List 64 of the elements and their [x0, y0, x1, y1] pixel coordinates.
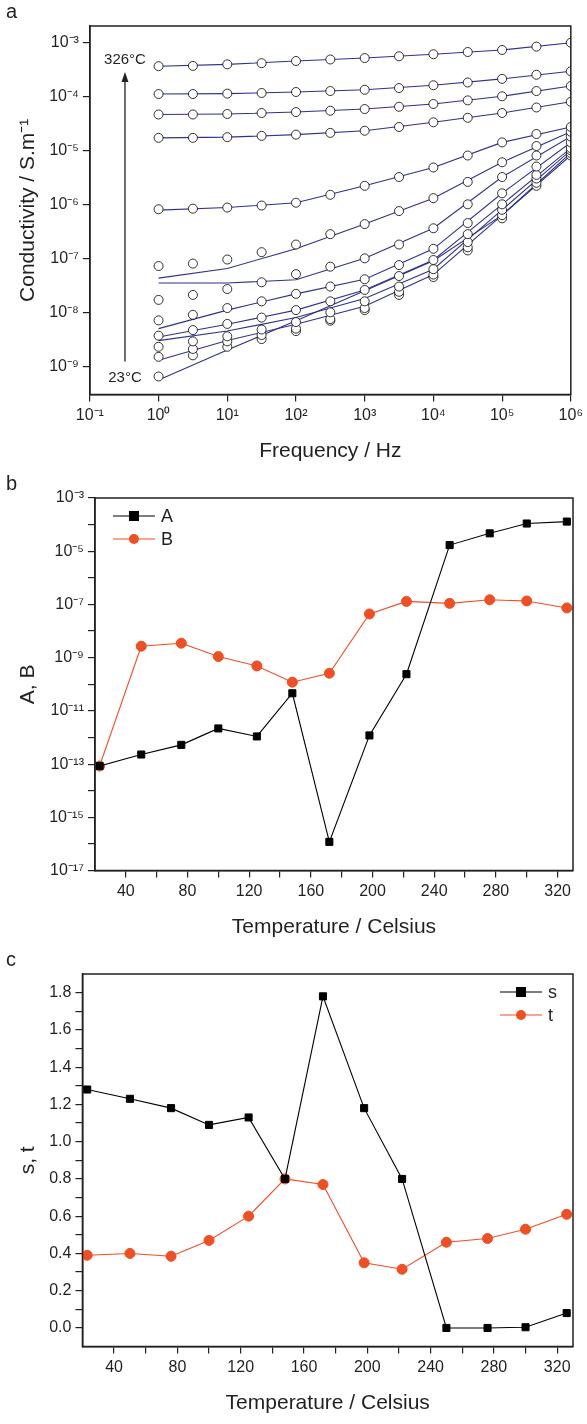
y-axis-title: Conductivity / S.m⁻¹ [15, 118, 39, 302]
x-tick-label: 10⁴ [421, 405, 446, 423]
x-tick-label: 120 [235, 881, 263, 899]
x-tick-label: 10⁵ [489, 405, 515, 423]
x-tick-label: 280 [482, 881, 510, 899]
x-tick-label: 10⁰ [146, 405, 171, 423]
x-tick-label: 120 [227, 1357, 255, 1375]
x-tick-label: 80 [178, 881, 197, 899]
y-tick-label: 1.0 [49, 1132, 72, 1150]
y-tick-label: 1.6 [49, 1020, 72, 1038]
y-tick-label: 0.4 [49, 1243, 72, 1261]
y-tick-label: 10⁻⁵ [49, 140, 79, 158]
y-tick-label: 10⁻¹⁵ [49, 807, 84, 825]
x-tick-label: 240 [420, 881, 448, 899]
y-tick-label: 10⁻³ [50, 32, 80, 50]
chart-title: a [6, 0, 18, 22]
y-axis-title: A, B [15, 664, 39, 705]
x-tick-label: 240 [417, 1357, 445, 1375]
x-axis-title: Temperature / Celsius [231, 914, 437, 938]
x-tick-label: 80 [168, 1357, 187, 1375]
legend-label: t [548, 1004, 554, 1025]
x-tick-label: 40 [105, 1357, 124, 1375]
y-tick-label: 1.2 [49, 1094, 72, 1112]
x-tick-label: 10³ [353, 405, 377, 423]
x-tick-label: 320 [544, 881, 572, 899]
x-tick-label: 160 [297, 881, 325, 899]
x-tick-label: 10² [284, 405, 309, 423]
chart-title: b [6, 471, 18, 494]
x-tick-label: 160 [290, 1357, 318, 1375]
legend-label: A [160, 505, 173, 526]
y-tick-label: 10⁻¹⁷ [50, 861, 85, 879]
x-tick-label: 280 [480, 1357, 508, 1375]
y-tick-label: 10⁻⁷ [55, 594, 85, 612]
y-tick-label: 0.6 [49, 1206, 72, 1224]
chart-title: c [6, 947, 16, 970]
x-tick-label: 320 [543, 1357, 571, 1375]
annotation: 326°C [104, 50, 147, 68]
y-tick-label: 10⁻³ [55, 488, 85, 506]
x-tick-label: 40 [116, 881, 135, 899]
y-tick-label: 1.4 [49, 1057, 72, 1075]
y-tick-label: 0.2 [49, 1281, 72, 1299]
y-tick-label: 1.8 [49, 983, 72, 1001]
x-tick-label: 200 [353, 1357, 381, 1375]
y-tick-label: 10⁻⁸ [49, 302, 79, 320]
legend-label: s [548, 981, 557, 1002]
y-tick-label: 10⁻⁹ [49, 356, 79, 374]
y-tick-label: 10⁻⁷ [50, 248, 80, 266]
x-axis-title: Frequency / Hz [259, 438, 402, 462]
legend-label: B [160, 528, 173, 549]
x-tick-label: 10⁶ [558, 405, 583, 423]
y-axis-title: s, t [15, 1146, 39, 1175]
y-tick-label: 10⁻⁶ [49, 194, 79, 212]
annotation: 23°C [108, 368, 142, 386]
x-tick-label: 10⁻¹ [75, 405, 104, 423]
x-tick-label: 200 [359, 881, 386, 899]
y-tick-label: 10⁻¹³ [50, 754, 85, 772]
x-tick-label: 10¹ [215, 405, 239, 423]
y-tick-label: 10⁻¹¹ [50, 701, 84, 719]
y-tick-label: 10⁻⁴ [49, 86, 79, 104]
y-tick-label: 0.8 [49, 1169, 72, 1187]
x-axis-title: Temperature / Celsius [225, 1390, 430, 1414]
y-tick-label: 10⁻⁹ [54, 648, 84, 666]
y-tick-label: 10⁻⁵ [54, 541, 84, 559]
y-tick-label: 0.0 [49, 1318, 72, 1336]
